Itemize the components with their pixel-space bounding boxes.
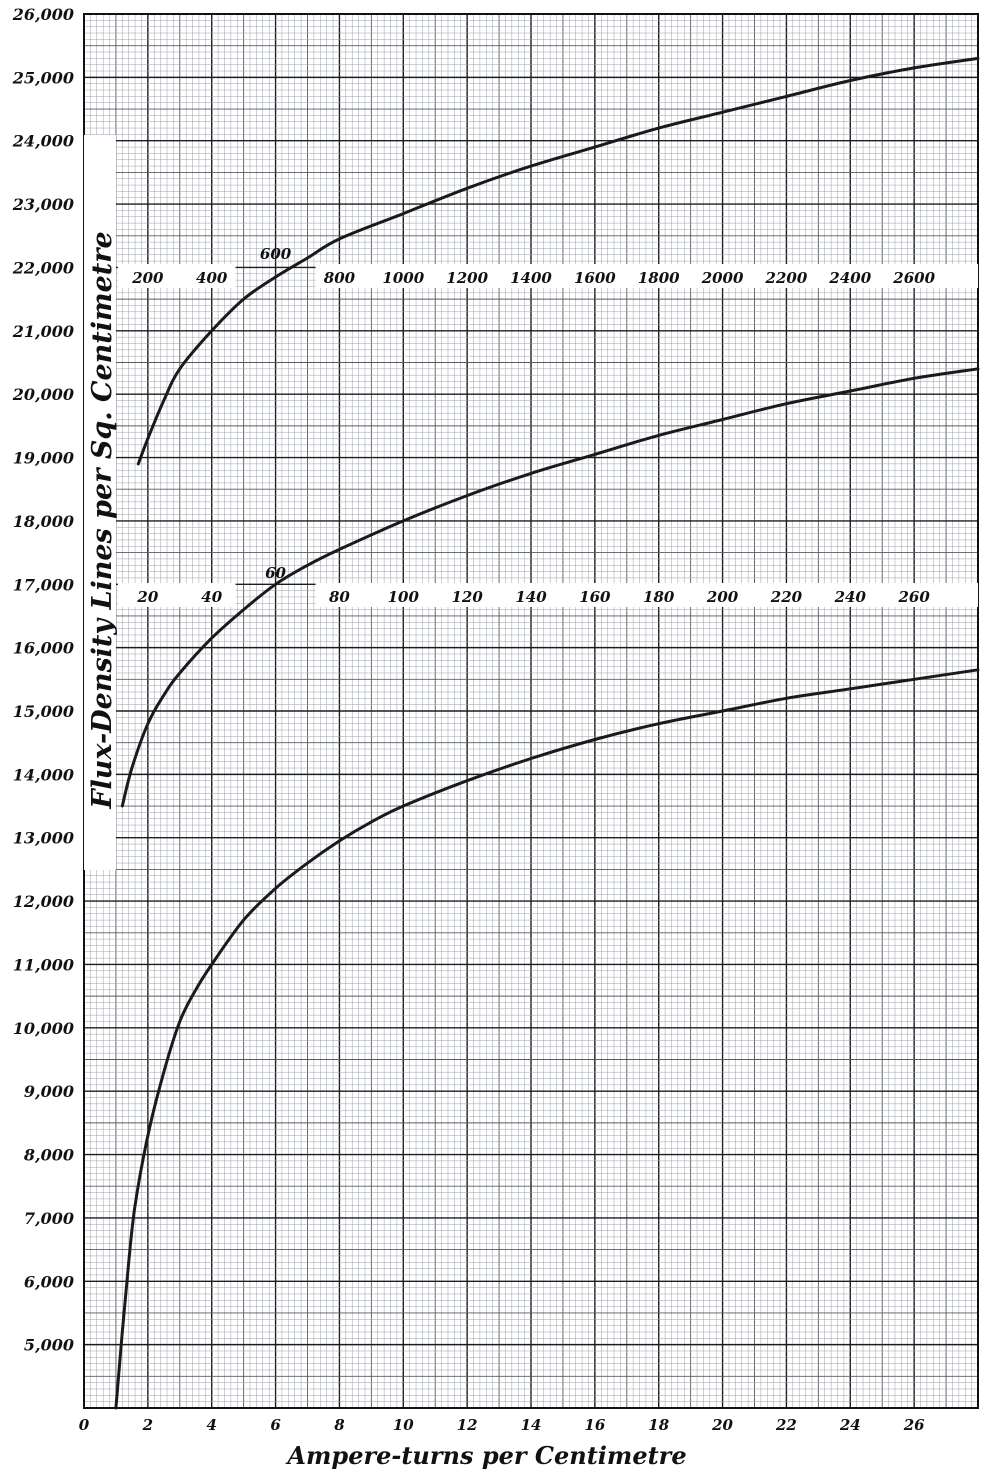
x-tick-label-top: 2000 [701, 269, 744, 287]
x-tick-label-middle: 120 [451, 588, 483, 606]
ylabel-background [84, 135, 116, 870]
y-tick-label: 18,000 [13, 512, 74, 531]
x-tick-label-middle: 180 [643, 588, 675, 606]
x-tick-label-bottom: 14 [521, 1416, 542, 1434]
y-axis-title: Flux-Density Lines per Sq. Centimetre [87, 231, 118, 809]
grid [83, 13, 979, 1409]
x-tick-label-bottom: 24 [839, 1416, 861, 1434]
x-tick-label-top: 2600 [892, 269, 935, 287]
y-tick-label: 6,000 [24, 1272, 74, 1291]
x-tick-label-middle: 60 [265, 564, 286, 582]
y-tick-label: 13,000 [13, 829, 74, 848]
x-tick-label-top: 1000 [382, 269, 424, 287]
y-tick-label: 12,000 [13, 892, 74, 911]
series-line-middle [120, 367, 980, 808]
x-tick-label-top: 2200 [765, 269, 808, 287]
x-tick-label-top: 1600 [574, 269, 616, 287]
x-tick-label-top: 200 [131, 269, 164, 287]
y-tick-label: 8,000 [23, 1146, 74, 1165]
x-tick-label-bottom: 22 [775, 1416, 797, 1434]
y-tick-label: 24,000 [12, 132, 74, 151]
x-tick-label-top: 1800 [638, 269, 680, 287]
y-tick-label: 17,000 [13, 575, 74, 594]
x-tick-label-middle: 240 [834, 588, 867, 606]
x-tick-label-middle: 220 [770, 588, 803, 606]
x-tick-label-middle: 260 [897, 588, 930, 606]
x-tick-label-middle: 140 [515, 588, 547, 606]
x-tick-label-middle: 200 [706, 588, 739, 606]
x-tick-label-top: 1200 [446, 269, 488, 287]
y-tick-label: 15,000 [13, 702, 74, 721]
series-line-bottom [114, 668, 980, 1410]
x-tick-label-bottom: 18 [648, 1416, 669, 1434]
axis-titles: Flux-Density Lines per Sq. Centimetre Am… [84, 135, 687, 1470]
y-tick-label: 14,000 [13, 765, 74, 784]
scale-band-top [315, 264, 979, 288]
series-line-top [136, 56, 980, 466]
y-tick-label: 25,000 [12, 68, 74, 87]
x-tick-label-bottom: 6 [270, 1416, 281, 1434]
x-tick-label-bottom: 26 [903, 1416, 925, 1434]
x-tick-label-bottom: 16 [584, 1416, 605, 1434]
x-tick-label-top: 400 [196, 269, 228, 287]
x-axis-title: Ampere-turns per Centimetre [285, 1441, 686, 1470]
x-tick-label-top: 1400 [510, 269, 552, 287]
x-tick-label-bottom: 10 [393, 1416, 414, 1434]
x-tick-label-top: 600 [260, 245, 292, 263]
x-tick-label-top: 800 [324, 269, 356, 287]
x-tick-label-middle: 160 [579, 588, 611, 606]
y-tick-label: 23,000 [12, 195, 74, 214]
x-tick-label-bottom: 0 [79, 1416, 90, 1434]
x-tick-label-bottom: 2 [142, 1416, 153, 1434]
y-tick-label: 19,000 [13, 449, 74, 468]
scale-band-middle [315, 583, 979, 607]
x-tick-label-middle: 100 [388, 588, 420, 606]
y-tick-label: 9,000 [24, 1082, 74, 1101]
y-tick-label: 26,000 [12, 5, 74, 24]
x-tick-label-top: 2400 [828, 269, 871, 287]
y-tick-label: 7,000 [24, 1209, 74, 1228]
y-tick-label: 22,000 [12, 258, 74, 277]
y-tick-label: 20,000 [12, 385, 74, 404]
y-tick-label: 16,000 [13, 639, 74, 658]
x-tick-label-bottom: 20 [711, 1416, 733, 1434]
x-tick-label-bottom: 12 [457, 1416, 478, 1434]
y-tick-label: 11,000 [13, 955, 74, 974]
x-tick-label-bottom: 8 [334, 1416, 345, 1434]
scale-band-middle [118, 583, 236, 607]
x-tick-label-middle: 40 [201, 588, 222, 606]
x-tick-label-bottom: 4 [206, 1416, 216, 1434]
x-tick-label-middle: 20 [136, 588, 158, 606]
y-tick-label: 21,000 [12, 322, 74, 341]
curves [114, 56, 980, 1410]
x-tick-label-middle: 80 [329, 588, 350, 606]
y-tick-label: 5,000 [24, 1336, 74, 1355]
y-tick-label: 10,000 [13, 1019, 74, 1038]
y-axis-tick-labels: 5,000 6,000 7,000 8,000 9,000 10,000 11,000 12,… [12, 5, 74, 1355]
scale-band-top [118, 264, 236, 288]
